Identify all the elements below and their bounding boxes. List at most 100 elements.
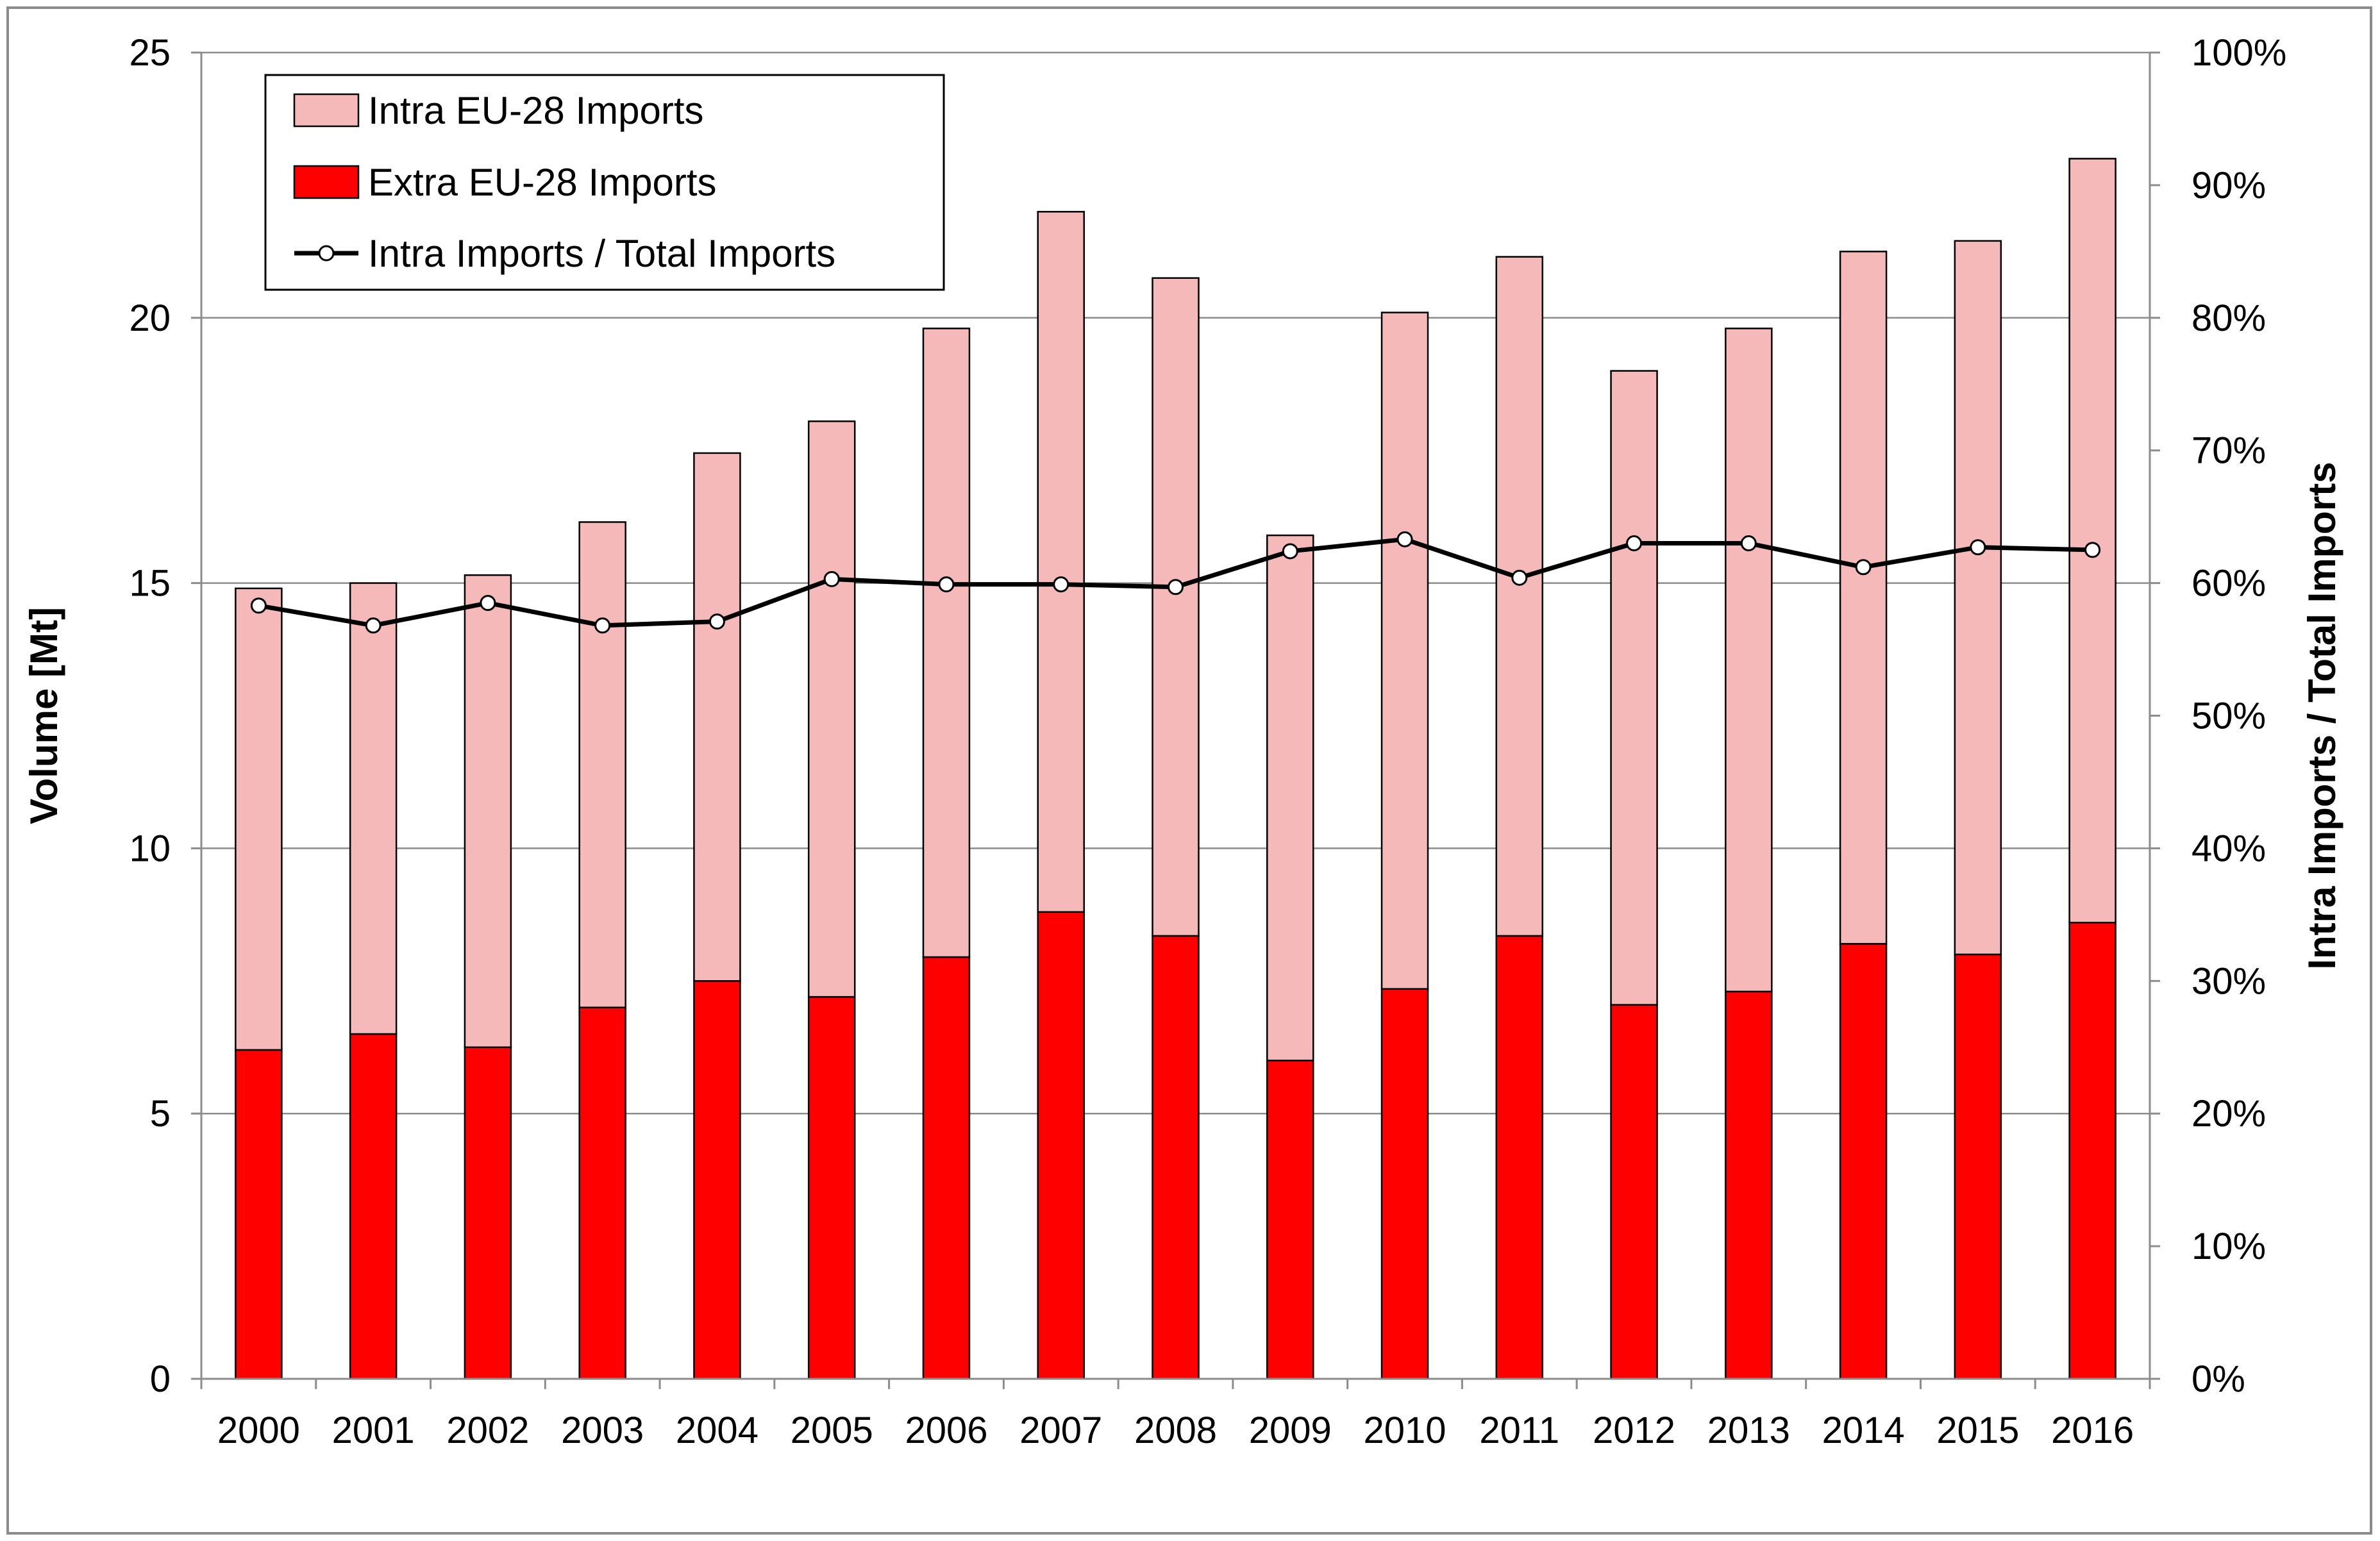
ratio-marker-2000 (250, 597, 267, 614)
bar-extra-2014 (1839, 943, 1888, 1380)
x-tick-label: 2004 (676, 1410, 758, 1451)
y2-tick-label: 100% (2191, 32, 2286, 74)
legend-label-intra: Intra EU-28 Imports (368, 89, 704, 132)
y-axis-title: Volume [Mt] (22, 607, 65, 824)
bar-intra-2011 (1495, 256, 1544, 937)
legend: Intra EU-28 Imports Extra EU-28 Imports … (264, 74, 945, 291)
x-tick-label: 2006 (905, 1410, 987, 1451)
bar-intra-2015 (1954, 240, 2002, 956)
y2-tick-label: 70% (2191, 430, 2266, 472)
x-tick-label: 2005 (791, 1410, 873, 1451)
ratio-marker-2005 (823, 571, 840, 587)
bar-extra-2010 (1380, 988, 1429, 1380)
bar-extra-2006 (922, 956, 971, 1380)
y-tick-label: 25 (129, 32, 171, 74)
y2-tick-label: 40% (2191, 828, 2266, 869)
ratio-marker-2008 (1168, 579, 1184, 596)
bars (235, 158, 2116, 1380)
y2-tick-label: 80% (2191, 297, 2266, 339)
x-tick-label: 2011 (1479, 1410, 1559, 1451)
ratio-marker-2015 (1970, 539, 1986, 556)
ratio-marker-2016 (2084, 542, 2101, 558)
bar-intra-2000 (235, 587, 283, 1051)
bar-extra-2016 (2068, 922, 2116, 1380)
bar-extra-2004 (693, 980, 741, 1380)
ratio-marker-2013 (1740, 535, 1757, 552)
bar-extra-2008 (1152, 935, 1200, 1380)
x-tick-label: 2013 (1707, 1410, 1790, 1451)
x-tick-label: 2001 (332, 1410, 415, 1451)
ratio-marker-2006 (938, 576, 955, 593)
bar-intra-2016 (2068, 158, 2116, 924)
ratio-marker-2014 (1855, 559, 1872, 576)
axes (191, 51, 2160, 1389)
bar-extra-2002 (464, 1046, 512, 1380)
y-tick-label: 10 (129, 828, 171, 869)
x-tick-label: 2002 (446, 1410, 529, 1451)
x-tick-label: 2003 (561, 1410, 644, 1451)
bar-extra-2009 (1266, 1060, 1314, 1380)
y2-tick-label: 90% (2191, 165, 2266, 206)
x-tick-label: 2010 (1364, 1410, 1446, 1451)
y-tick-label: 20 (129, 297, 171, 339)
bar-extra-2013 (1725, 990, 1773, 1380)
ratio-line (250, 531, 2101, 634)
y2-tick-label: 60% (2191, 563, 2266, 604)
bar-intra-2006 (922, 328, 971, 958)
tick-labels: 0 5 10 15 20 25 0% 10% 20% 30% 40% 50% 60% 70% 80% 90% 1… (129, 32, 2286, 1451)
bar-intra-2005 (807, 420, 856, 998)
x-tick-label: 2015 (1936, 1410, 2019, 1451)
x-tick-label: 2007 (1019, 1410, 1102, 1451)
x-tick-label: 2014 (1822, 1410, 1905, 1451)
legend-box (264, 74, 945, 291)
bar-intra-2002 (464, 574, 512, 1048)
ratio-marker-2003 (594, 617, 611, 634)
bar-extra-2003 (578, 1006, 626, 1380)
y2-tick-label: 20% (2191, 1093, 2266, 1135)
chart-canvas: 0 5 10 15 20 25 0% 10% 20% 30% 40% 50% 60% 70% 80% 90% 1… (22, 32, 2343, 1451)
legend-swatch-extra (293, 165, 360, 199)
y-tick-label: 15 (129, 563, 171, 604)
bar-extra-2015 (1954, 953, 2002, 1380)
bar-intra-2007 (1037, 211, 1085, 913)
y2-tick-label: 0% (2191, 1358, 2245, 1400)
bar-extra-2000 (235, 1049, 283, 1380)
bar-extra-2007 (1037, 911, 1085, 1380)
bar-intra-2004 (693, 452, 741, 982)
legend-label-extra: Extra EU-28 Imports (368, 161, 717, 204)
ratio-marker-2012 (1626, 535, 1643, 552)
legend-swatch-intra (293, 93, 360, 128)
bar-intra-2013 (1725, 328, 1773, 993)
ratio-marker-2009 (1282, 543, 1298, 560)
bar-intra-2010 (1380, 312, 1429, 990)
x-tick-label: 2009 (1249, 1410, 1332, 1451)
bar-extra-2001 (349, 1033, 398, 1380)
y2-tick-label: 50% (2191, 696, 2266, 737)
bar-intra-2008 (1152, 277, 1200, 937)
y-tick-label: 0 (150, 1358, 171, 1400)
bar-extra-2011 (1495, 935, 1544, 1380)
ratio-marker-2002 (480, 595, 496, 612)
y2-tick-label: 10% (2191, 1226, 2266, 1267)
ratio-marker-2001 (365, 617, 381, 634)
ratio-marker-2004 (708, 613, 725, 630)
bar-intra-2009 (1266, 534, 1314, 1062)
bar-extra-2012 (1610, 1004, 1658, 1380)
bar-intra-2003 (578, 521, 626, 1008)
x-tick-label: 2016 (2051, 1410, 2134, 1451)
chart-frame: 0 5 10 15 20 25 0% 10% 20% 30% 40% 50% 60% 70% 80% 90% 1… (6, 6, 2372, 1535)
bar-extra-2005 (807, 995, 856, 1380)
bar-intra-2012 (1610, 370, 1658, 1006)
bar-intra-2001 (349, 582, 398, 1035)
y2-axis-title: Intra Imports / Total Imports (2300, 462, 2343, 969)
legend-swatch-ratio-marker (318, 245, 335, 262)
legend-label-ratio: Intra Imports / Total Imports (368, 232, 835, 275)
ratio-marker-2010 (1396, 531, 1413, 547)
ratio-marker-2011 (1511, 569, 1528, 586)
bar-intra-2014 (1839, 251, 1888, 945)
x-tick-label: 2008 (1134, 1410, 1217, 1451)
y-tick-label: 5 (150, 1093, 171, 1135)
y2-tick-label: 30% (2191, 960, 2266, 1002)
x-tick-label: 2012 (1593, 1410, 1675, 1451)
ratio-marker-2007 (1053, 576, 1069, 593)
